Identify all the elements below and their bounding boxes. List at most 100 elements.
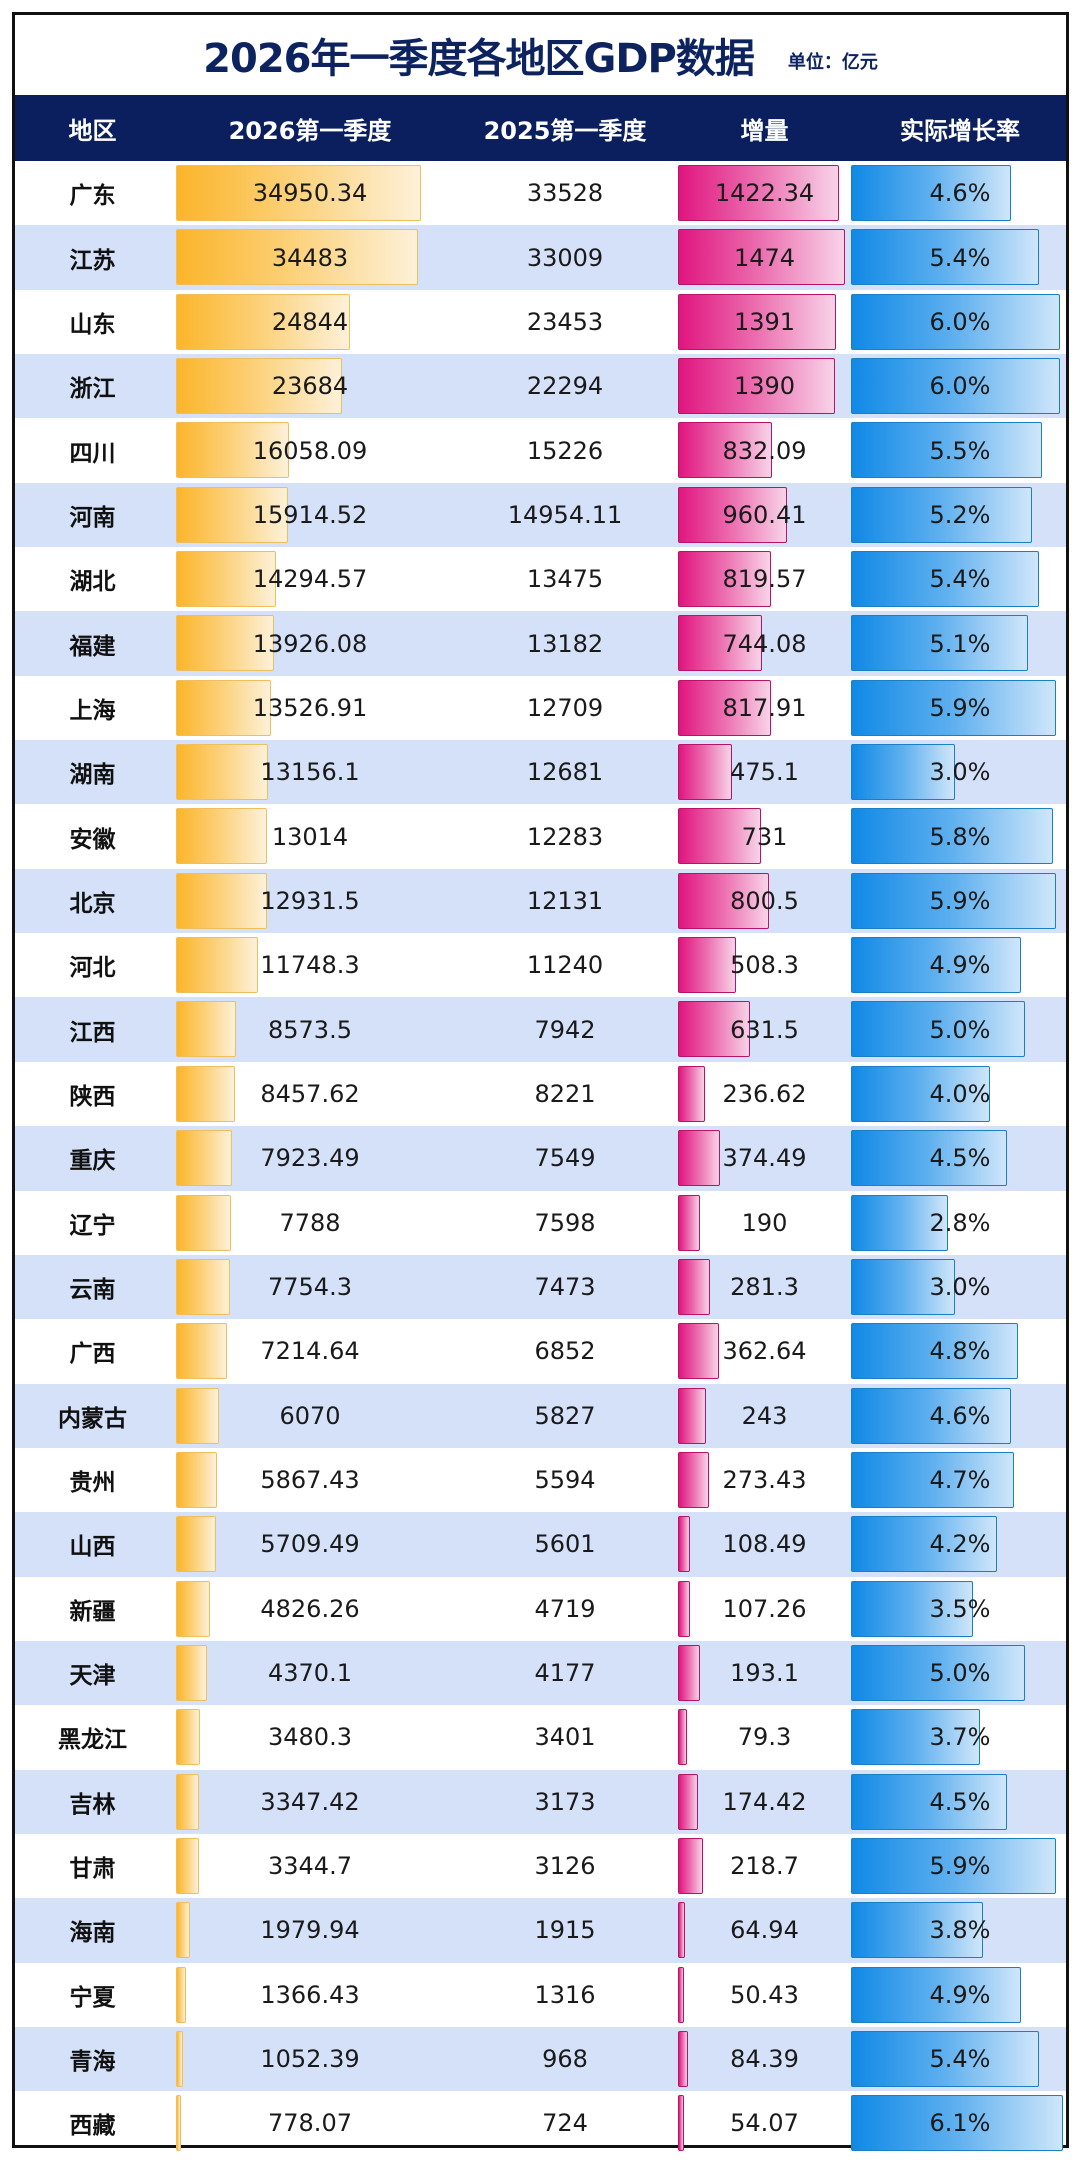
growth-rate-bar <box>851 744 956 801</box>
table-row: 吉林 3347.42 3173 174.42 4.5% <box>15 1769 1066 1834</box>
table-row: 宁夏 1366.43 1316 50.43 4.9% <box>15 1963 1066 2027</box>
increment-value: 374.49 <box>722 1144 807 1173</box>
region-name: 内蒙古 <box>58 1405 127 1432</box>
table-row: 广东 34950.34 33528 1422.34 4.6% <box>15 161 1066 225</box>
region-name: 江苏 <box>69 247 116 274</box>
gdp-2026-value: 7214.64 <box>260 1337 360 1366</box>
table-row: 河南 15914.52 14954.11 960.41 5.2% <box>15 482 1066 548</box>
gdp-2026-bar <box>176 293 351 350</box>
table-row: 陕西 8457.62 8221 236.62 4.0% <box>15 1062 1066 1126</box>
increment-bar <box>678 937 736 994</box>
region-name: 西藏 <box>69 2113 116 2140</box>
table-row: 辽宁 7788 7598 190 2.8% <box>15 1191 1066 1255</box>
region-name: 吉林 <box>69 1791 116 1818</box>
growth-rate-value: 5.9% <box>929 886 991 915</box>
table-row: 内蒙古 6070 5827 243 4.6% <box>15 1383 1066 1448</box>
column-header-increment: 增量 <box>740 116 789 145</box>
gdp-2026-value: 14294.57 <box>252 565 368 594</box>
growth-rate-bar <box>851 1580 973 1637</box>
gdp-2025-value: 7942 <box>534 1015 596 1044</box>
gdp-2026-value: 4826.26 <box>260 1594 360 1623</box>
growth-rate-value: 2.8% <box>929 1208 991 1237</box>
gdp-2026-value: 5867.43 <box>260 1466 360 1495</box>
gdp-2025-value: 3173 <box>534 1787 596 1816</box>
growth-rate-bar <box>851 486 1032 543</box>
gdp-2025-value: 13182 <box>526 629 604 658</box>
growth-rate-bar <box>851 1065 991 1122</box>
region-name: 新疆 <box>69 1598 116 1625</box>
growth-rate-value: 4.6% <box>929 1401 991 1430</box>
growth-rate-bar <box>851 1194 949 1251</box>
increment-bar <box>678 422 773 479</box>
growth-rate-bar <box>851 422 1043 479</box>
increment-value: 1474 <box>733 243 796 272</box>
increment-value: 960.41 <box>722 500 807 529</box>
gdp-2025-value: 12709 <box>526 693 604 722</box>
growth-rate-bar <box>851 2095 1063 2152</box>
increment-value: 819.57 <box>722 565 807 594</box>
growth-rate-value: 5.4% <box>929 243 991 272</box>
increment-bar <box>678 2030 688 2087</box>
growth-rate-bar <box>851 293 1060 350</box>
increment-value: 50.43 <box>730 1980 799 2009</box>
gdp-2026-value: 13014 <box>271 822 349 851</box>
growth-rate-bar <box>851 1001 1025 1058</box>
increment-bar <box>678 1130 721 1187</box>
increment-bar <box>678 2095 685 2152</box>
growth-rate-value: 5.2% <box>929 500 991 529</box>
growth-rate-value: 6.1% <box>929 2109 991 2138</box>
gdp-2026-bar <box>176 744 269 801</box>
growth-rate-bar <box>851 1258 956 1315</box>
growth-rate-value: 3.5% <box>929 1594 991 1623</box>
region-name: 重庆 <box>69 1148 116 1175</box>
table-row: 江苏 34483 33009 1474 5.4% <box>15 225 1066 290</box>
gdp-2026-bar <box>176 1709 201 1766</box>
region-name: 贵州 <box>69 1470 116 1497</box>
gdp-2026-value: 778.07 <box>268 2109 352 2138</box>
region-name: 北京 <box>69 890 116 917</box>
increment-value: 832.09 <box>722 436 807 465</box>
gdp-2025-value: 14954.11 <box>507 500 623 529</box>
growth-rate-value: 5.0% <box>929 1015 991 1044</box>
table-row: 湖南 13156.1 12681 475.1 3.0% <box>15 740 1066 805</box>
increment-value: 800.5 <box>730 886 799 915</box>
growth-rate-bar <box>851 358 1060 415</box>
table-row: 西藏 778.07 724 54.07 6.1% <box>15 2091 1066 2155</box>
growth-rate-value: 5.4% <box>929 565 991 594</box>
growth-rate-bar <box>851 679 1057 736</box>
increment-bar <box>678 293 836 350</box>
gdp-2026-value: 34950.34 <box>252 179 368 208</box>
gdp-2025-value: 12283 <box>526 822 604 851</box>
gdp-2026-bar <box>176 1194 231 1251</box>
growth-rate-value: 4.6% <box>929 179 991 208</box>
region-name: 甘肃 <box>69 1856 116 1883</box>
growth-rate-bar <box>851 1323 1018 1380</box>
gdp-2025-value: 13475 <box>526 565 604 594</box>
increment-bar <box>678 1516 691 1573</box>
gdp-2026-bar <box>176 1323 227 1380</box>
increment-bar <box>678 229 845 286</box>
growth-rate-bar <box>851 1773 1008 1830</box>
increment-bar <box>678 872 769 929</box>
gdp-2025-value: 3126 <box>534 1852 596 1881</box>
gdp-2026-bar <box>176 1258 231 1315</box>
table-row: 天津 4370.1 4177 193.1 5.0% <box>15 1640 1066 1706</box>
increment-value: 1390 <box>733 372 796 401</box>
region-name: 黑龙江 <box>58 1727 127 1754</box>
increment-bar <box>678 1709 687 1766</box>
gdp-2026-bar <box>176 808 268 865</box>
increment-bar <box>678 1387 706 1444</box>
region-name: 天津 <box>69 1663 116 1690</box>
table-row: 青海 1052.39 968 84.39 5.4% <box>15 2026 1066 2092</box>
table-row: 贵州 5867.43 5594 273.43 4.7% <box>15 1448 1066 1512</box>
increment-bar <box>678 1194 700 1251</box>
gdp-2025-value: 7473 <box>534 1273 596 1302</box>
gdp-2026-value: 7788 <box>279 1208 341 1237</box>
increment-bar <box>678 1773 698 1830</box>
gdp-2025-value: 6852 <box>534 1337 596 1366</box>
region-name: 宁夏 <box>69 1984 116 2011</box>
growth-rate-bar <box>851 1644 1025 1701</box>
growth-rate-value: 5.0% <box>929 1659 991 1688</box>
growth-rate-value: 4.5% <box>929 1787 991 1816</box>
growth-rate-value: 4.0% <box>929 1079 991 1108</box>
